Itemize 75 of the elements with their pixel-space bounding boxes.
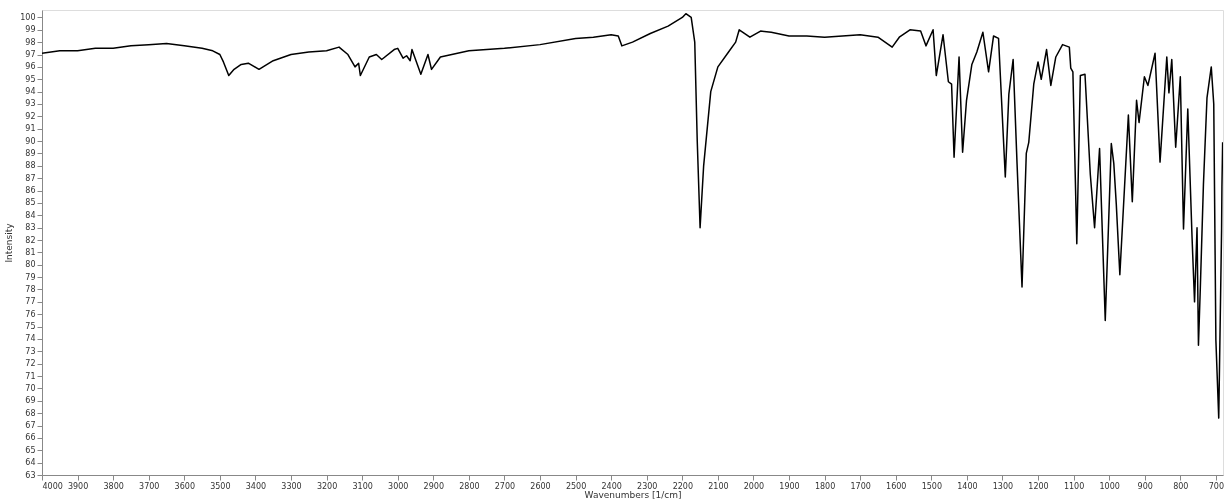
y-tick-label: 70: [25, 383, 36, 393]
x-tick-label: 3500: [210, 481, 231, 491]
y-tick-label: 82: [25, 235, 36, 245]
y-tick-label: 75: [25, 322, 36, 332]
y-tick-label: 71: [25, 371, 36, 381]
y-tick-label: 85: [25, 198, 36, 208]
x-tick-label: 1000: [1099, 481, 1120, 491]
x-tick-label: 2700: [494, 481, 516, 491]
x-tick-label: 2100: [708, 481, 729, 491]
x-tick-label: 1600: [886, 481, 907, 491]
y-tick-label: 99: [25, 25, 36, 35]
y-tick-label: 87: [25, 173, 36, 183]
x-tick-label: 2000: [743, 481, 765, 491]
x-tick-label: 2500: [565, 481, 587, 491]
x-tick-label: 3600: [174, 481, 195, 491]
x-axis-title: Wavenumbers [1/cm]: [584, 489, 682, 500]
y-tick-label: 98: [25, 37, 36, 47]
x-tick-label: 2900: [423, 481, 444, 491]
x-tick-label: 3300: [281, 481, 302, 491]
y-tick-label: 73: [25, 346, 36, 356]
x-tick-label: 1300: [992, 481, 1014, 491]
y-tick-label: 78: [25, 284, 36, 294]
y-tick-label: 63: [25, 470, 36, 480]
y-tick-label: 67: [25, 421, 36, 431]
y-tick-label: 94: [25, 87, 36, 97]
x-tick-label: 1700: [850, 481, 871, 491]
y-tick-label: 74: [25, 334, 36, 344]
y-tick-label: 89: [25, 148, 36, 158]
y-tick-label: 66: [25, 433, 36, 443]
y-tick-label: 77: [25, 297, 36, 307]
y-tick-label: 95: [25, 74, 36, 84]
y-tick-label: 65: [25, 445, 36, 455]
y-tick-label: 79: [25, 272, 36, 282]
x-tick-label: 2300: [637, 481, 658, 491]
y-tick-label: 86: [25, 186, 36, 196]
y-tick-label: 80: [25, 260, 36, 270]
y-tick-label: 96: [25, 62, 36, 72]
x-tick-label: 1200: [1028, 481, 1049, 491]
y-tick-label: 69: [25, 396, 36, 406]
x-tick-label: 900: [1137, 481, 1153, 491]
y-tick-label: 91: [25, 124, 36, 134]
y-tick-label: 93: [25, 99, 36, 109]
x-tick-label: 4000: [42, 481, 63, 491]
x-tick-label: 1100: [1063, 481, 1085, 491]
y-tick-label: 76: [25, 309, 36, 319]
x-tick-label: 1800: [814, 481, 836, 491]
y-axis-title: Intensity: [4, 222, 15, 263]
x-tick-label: 3700: [139, 481, 160, 491]
y-tick-label: 97: [25, 50, 36, 60]
x-tick-label: 3000: [388, 481, 409, 491]
line-series: [42, 12, 1223, 419]
y-tick-label: 90: [25, 136, 36, 146]
x-tick-label: 1400: [957, 481, 978, 491]
y-tick-label: 64: [25, 458, 36, 468]
y-tick-label: 84: [25, 210, 36, 220]
y-tick-label: 81: [25, 247, 36, 257]
x-tick-label: 2200: [672, 481, 693, 491]
x-tick-label: 2400: [601, 481, 622, 491]
y-tick-label: 88: [25, 161, 36, 171]
x-tick-label: 700: [1208, 481, 1225, 491]
y-tick-label: 83: [25, 223, 36, 233]
x-tick-label: 3200: [316, 481, 338, 491]
x-tick-label: 2800: [459, 481, 480, 491]
x-tick-label: 3400: [245, 481, 267, 491]
y-tick-label: 100: [20, 12, 36, 22]
y-tick-label: 92: [25, 111, 36, 121]
x-tick-label: 1900: [779, 481, 800, 491]
x-tick-label: 1500: [921, 481, 942, 491]
y-tick-label: 68: [25, 408, 36, 418]
x-tick-label: 3900: [67, 481, 89, 491]
x-tick-label: 2600: [530, 481, 551, 491]
x-tick-label: 3100: [352, 481, 373, 491]
x-tick-label: 800: [1173, 481, 1189, 491]
y-tick-label: 72: [25, 359, 36, 369]
x-tick-label: 3800: [103, 481, 124, 491]
